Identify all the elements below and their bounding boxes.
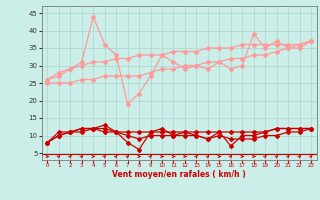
X-axis label: Vent moyen/en rafales ( km/h ): Vent moyen/en rafales ( km/h ) [112,170,246,179]
